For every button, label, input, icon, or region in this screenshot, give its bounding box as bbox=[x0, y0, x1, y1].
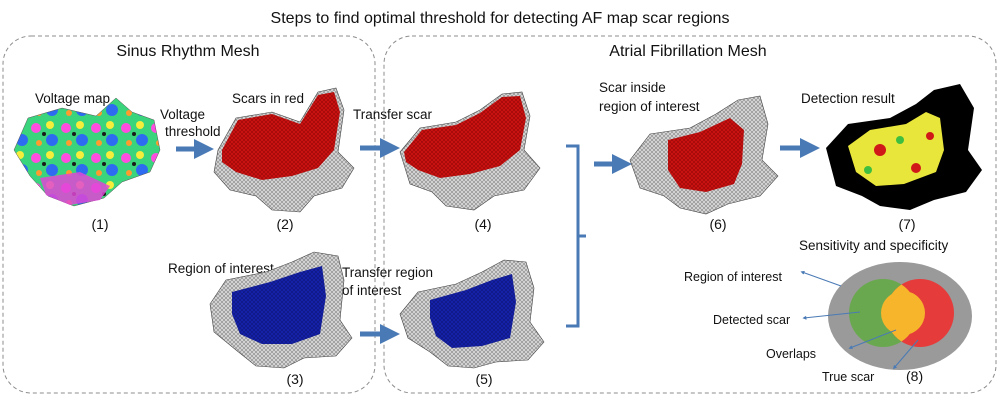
scar-inside-label-1: Scar inside bbox=[599, 80, 666, 95]
scar-inside-roi bbox=[668, 118, 744, 192]
sinus-rhythm-panel bbox=[2, 35, 376, 394]
roi-region-af bbox=[430, 274, 516, 348]
detection-green-spot bbox=[896, 136, 904, 144]
step-number-6: (6) bbox=[709, 216, 726, 232]
step-number-8: (8) bbox=[906, 368, 923, 384]
transfer-scar-label: Transfer scar bbox=[353, 107, 433, 122]
venn-detected-label: Detected scar bbox=[713, 313, 790, 327]
voltage-map-label: Voltage map bbox=[35, 91, 110, 106]
step-number-4: (4) bbox=[474, 216, 491, 232]
voltage-threshold-label-1: Voltage bbox=[160, 107, 205, 122]
pointer-true-scar bbox=[892, 339, 919, 370]
pointer-detected bbox=[802, 311, 861, 320]
detection-red-spot bbox=[874, 144, 886, 156]
sinus-panel-title: Sinus Rhythm Mesh bbox=[116, 43, 259, 60]
scar-region-sr bbox=[222, 92, 340, 180]
scars-in-red-label: Scars in red bbox=[232, 91, 304, 106]
scar-region-af bbox=[404, 96, 526, 178]
step-number-5: (5) bbox=[475, 371, 492, 387]
voltage-threshold-label-2: threshold bbox=[165, 124, 221, 139]
detection-result-label: Detection result bbox=[801, 91, 895, 106]
venn-overlaps-label: Overlaps bbox=[766, 347, 816, 361]
atrial-fibrillation-panel bbox=[383, 35, 997, 394]
roi-region-sr bbox=[232, 266, 326, 344]
step-number-2: (2) bbox=[276, 216, 293, 232]
step-number-3: (3) bbox=[286, 371, 303, 387]
pointer-roi bbox=[800, 270, 842, 287]
venn-overlap-fill bbox=[881, 291, 925, 335]
pointer-overlap bbox=[848, 329, 897, 349]
roi-label: Region of interest bbox=[168, 261, 274, 276]
step-number-7: (7) bbox=[898, 216, 915, 232]
detection-red-spot bbox=[911, 163, 921, 173]
af-panel-title: Atrial Fibrillation Mesh bbox=[609, 43, 766, 60]
detection-green-spot bbox=[864, 166, 872, 174]
detection-red-spot bbox=[926, 132, 934, 140]
step-number-1: (1) bbox=[91, 216, 108, 232]
scar-inside-label-2: region of interest bbox=[599, 99, 700, 114]
transfer-roi-label-1: Transfer region bbox=[342, 265, 433, 280]
diagram-title: Steps to find optimal threshold for dete… bbox=[271, 10, 730, 27]
voltage-map-purple-region bbox=[40, 172, 110, 205]
sens-spec-label: Sensitivity and specificity bbox=[799, 238, 949, 253]
venn-true-scar-label: True scar bbox=[822, 370, 874, 384]
venn-roi-label: Region of interest bbox=[684, 270, 783, 284]
transfer-roi-label-2: of interest bbox=[342, 283, 402, 298]
merge-bracket bbox=[566, 144, 580, 328]
